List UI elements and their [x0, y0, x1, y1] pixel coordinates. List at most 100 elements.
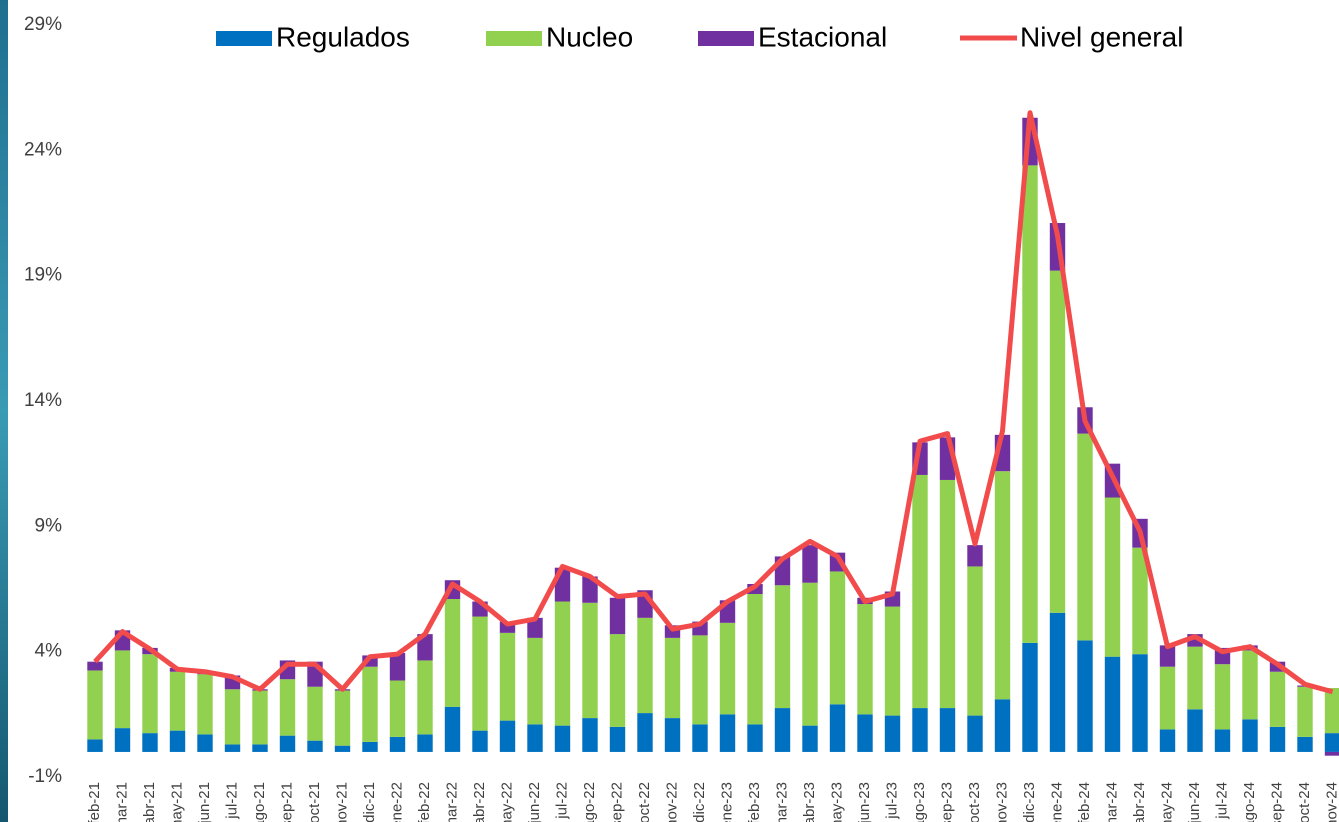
bar-segment [1269, 671, 1286, 727]
bar-segment [1104, 656, 1121, 752]
bar-segment [362, 666, 378, 742]
plot-area: -1% 4% 9% 14% 19% 24% 29% feb-21 mar-21 abr-21 may… [24, 14, 1339, 822]
y-tick-label: 14% [24, 390, 62, 411]
x-tick-label: jul-23 [883, 782, 900, 820]
bar-segment [1187, 709, 1203, 752]
bar-segment [1324, 733, 1339, 752]
legend-swatch [216, 31, 272, 46]
x-tick-label: jul-24 [1213, 782, 1230, 820]
bar-segment [389, 736, 406, 752]
bar-segment [224, 744, 241, 752]
bar-segment [1104, 497, 1121, 657]
bar-segment [499, 632, 516, 721]
x-tick-label: ago-22 [581, 782, 598, 822]
bar-segment [114, 650, 131, 729]
legend-label: Estacional [758, 21, 887, 52]
bar-segment [912, 708, 928, 752]
x-tick-label: nov-21 [333, 782, 350, 822]
bar-segment [582, 602, 598, 719]
x-tick-label: feb-22 [416, 782, 433, 822]
bar-segment [967, 566, 983, 716]
bar-segment [307, 740, 323, 752]
bar-segment [1324, 751, 1339, 756]
x-tick-label: sep-23 [938, 782, 955, 822]
bar-segment [1242, 650, 1258, 720]
x-tick-label: jul-22 [553, 782, 570, 820]
bar-segment [114, 728, 131, 752]
bar-segment [417, 734, 433, 752]
bar-segment [1297, 736, 1313, 752]
bar-segment [1049, 612, 1066, 752]
bar-segment [197, 674, 213, 735]
bar-segment [1132, 654, 1148, 752]
bar-segment [719, 714, 736, 752]
bar-segment [279, 679, 296, 736]
bar-segment [747, 594, 763, 725]
bar-segment [1022, 165, 1038, 643]
x-tick-label: nov-23 [993, 782, 1010, 822]
bar-segment [1214, 729, 1231, 752]
x-tick-label: dic-22 [691, 782, 708, 822]
bar-segment [1022, 642, 1038, 752]
bar-segment [1242, 719, 1258, 752]
bar-segment [1159, 666, 1176, 730]
bar-segment [582, 718, 598, 752]
x-tick-label: jul-21 [223, 782, 240, 820]
bar-segment [719, 622, 736, 715]
bar-segment [1214, 664, 1231, 730]
x-tick-label: oct-24 [1296, 782, 1313, 822]
bar-segment [252, 690, 268, 745]
bar-segment [1297, 686, 1313, 737]
legend-swatch [486, 31, 542, 46]
bar-segment [829, 571, 846, 705]
edge-decoration [0, 0, 8, 822]
bar-segment [857, 604, 873, 715]
x-tick-label: feb-23 [746, 782, 763, 822]
bar-segment [224, 689, 241, 745]
bar-segment [362, 741, 378, 752]
x-tick-label: jun-24 [1186, 782, 1203, 822]
x-tick-label: ene-22 [388, 782, 405, 822]
bar-segment [87, 661, 103, 671]
bar-segment [747, 724, 763, 752]
bar-segment [939, 708, 956, 752]
bar-segment [389, 680, 406, 737]
bar-segment [609, 634, 626, 727]
bar-segment [857, 714, 873, 752]
bar-segment [334, 690, 351, 746]
bar-segment [1132, 547, 1148, 655]
bar-segment [609, 726, 626, 752]
bar-segment [527, 617, 543, 638]
y-tick-label: 9% [35, 515, 63, 536]
bar-segment [417, 634, 433, 661]
x-tick-label: abr-21 [141, 782, 158, 822]
bar-segment [87, 739, 103, 752]
line-series [93, 110, 1334, 695]
bar-segment [1159, 729, 1176, 752]
legend-label: Nivel general [1020, 21, 1183, 52]
bar-segment [637, 713, 653, 752]
bar-segment [1159, 645, 1176, 667]
bar-segment [939, 479, 956, 709]
y-tick-label: -1% [28, 766, 62, 787]
x-tick-label: may-24 [1158, 782, 1175, 822]
bar-segment [334, 745, 351, 752]
bar-segment [554, 601, 571, 726]
x-tick-label: abr-22 [471, 782, 488, 822]
y-tick-label: 19% [24, 265, 62, 286]
bar-segment [527, 724, 543, 752]
bar-segment [142, 654, 158, 734]
bar-segment [994, 699, 1011, 752]
bar-segment [279, 735, 296, 752]
bar-segment [362, 655, 378, 667]
x-tick-label: mar-24 [1103, 782, 1120, 822]
bar-segment [472, 616, 488, 731]
bar-segment [692, 724, 708, 752]
x-tick-label: ene-24 [1048, 782, 1065, 822]
x-tick-label: sep-22 [608, 782, 625, 822]
bar-segment [884, 715, 901, 752]
x-tick-label: jun-23 [856, 782, 873, 822]
x-tick-label: ago-23 [911, 782, 928, 822]
bar-segment [967, 715, 983, 752]
